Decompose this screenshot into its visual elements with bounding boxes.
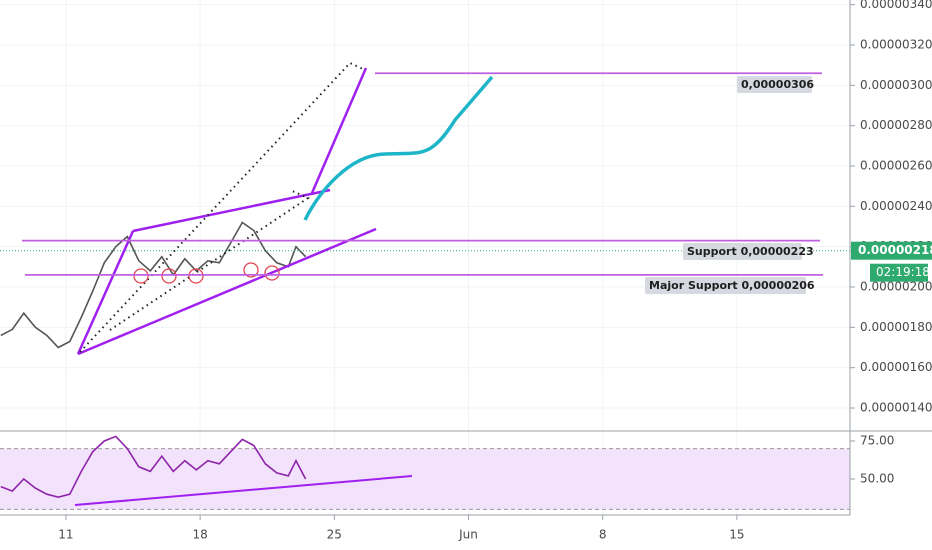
y-tick-label: 50.00 (860, 471, 894, 485)
level-label-box (737, 76, 812, 93)
dotted-path (79, 61, 366, 353)
y-tick-label: 0.00000140 (860, 401, 932, 415)
level-label-box (645, 277, 806, 294)
x-tick-label: 8 (599, 528, 607, 542)
touch-circle (264, 265, 280, 281)
y-tick-label: 0.00000200 (860, 280, 932, 294)
grid-layer (0, 0, 850, 515)
dotted-path (109, 189, 311, 331)
touch-circle (243, 262, 259, 278)
trend-line (132, 188, 331, 233)
countdown-badge (870, 263, 928, 282)
projection-curve (303, 75, 494, 221)
price-line (0, 435, 307, 499)
touch-circle (133, 268, 149, 284)
trend-line (76, 230, 135, 355)
y-tick-label: 0.00000340 (860, 0, 932, 11)
x-tick-label: 18 (192, 528, 207, 542)
drawings (0, 61, 823, 506)
rsi-trend-line (74, 475, 413, 506)
x-tick-label: Jun (458, 528, 478, 542)
y-tick-label: 0.00000240 (860, 199, 932, 213)
y-tick-label: 0.00000180 (860, 320, 932, 334)
level-label: Support 0,00000223 (687, 245, 814, 258)
last-price-badge (851, 241, 932, 260)
y-tick-label: 0.00000280 (860, 118, 932, 132)
level-label: Major Support 0,00000206 (649, 279, 815, 292)
touch-circle (161, 268, 177, 284)
level-label-box (683, 243, 802, 260)
countdown: 02:19:18 (876, 265, 930, 279)
y-tick-label: 0.00000160 (860, 360, 932, 374)
trend-line (310, 67, 368, 194)
x-tick-label: 25 (327, 528, 342, 542)
y-tick-label: 0.00000260 (860, 158, 932, 172)
level-label: 0,00000306 (741, 78, 814, 91)
y-tick-label: 0.00000320 (860, 37, 932, 51)
touch-circle (188, 268, 204, 284)
last-price-label: 0.00000218 (858, 243, 932, 257)
y-tick-label: 0.00000300 (860, 78, 932, 92)
y-tick-label: 75.00 (860, 433, 894, 447)
x-tick-label: 15 (729, 528, 744, 542)
trend-line (77, 227, 377, 356)
x-tick-label: 11 (58, 528, 73, 542)
